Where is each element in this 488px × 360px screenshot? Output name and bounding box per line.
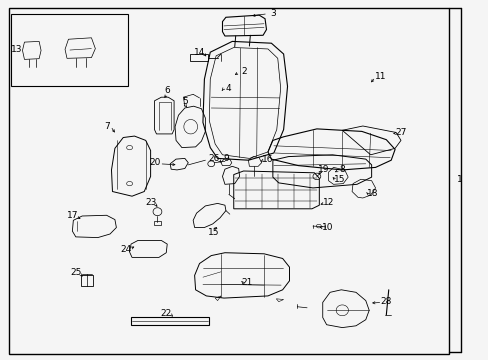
Text: 12: 12 <box>322 198 334 207</box>
Text: 11: 11 <box>374 72 386 81</box>
Bar <box>189 54 208 61</box>
Text: 23: 23 <box>144 198 156 207</box>
Text: 5: 5 <box>182 97 187 106</box>
Bar <box>11 14 128 86</box>
Bar <box>131 317 209 325</box>
Text: 4: 4 <box>225 84 231 93</box>
Text: 10: 10 <box>321 223 333 232</box>
Text: 19: 19 <box>317 165 329 174</box>
Text: 28: 28 <box>380 297 391 306</box>
Text: 21: 21 <box>241 278 252 287</box>
Text: 3: 3 <box>269 9 275 18</box>
Text: 9: 9 <box>223 154 228 163</box>
Text: 26: 26 <box>208 154 220 163</box>
Text: 6: 6 <box>164 86 170 95</box>
Text: 20: 20 <box>149 158 161 167</box>
Bar <box>81 275 93 286</box>
Text: 22: 22 <box>160 309 172 318</box>
Text: 24: 24 <box>120 245 132 253</box>
Text: 8: 8 <box>339 165 345 174</box>
Text: 1: 1 <box>456 175 462 184</box>
Text: 14: 14 <box>193 48 205 57</box>
Text: 13: 13 <box>10 45 22 54</box>
Text: 27: 27 <box>394 128 406 137</box>
Bar <box>153 221 161 225</box>
Text: 15: 15 <box>208 228 220 237</box>
Text: 15: 15 <box>333 175 345 184</box>
Text: 17: 17 <box>66 211 78 220</box>
Text: 25: 25 <box>70 269 81 277</box>
Text: 18: 18 <box>366 189 378 198</box>
Text: 2: 2 <box>241 68 247 77</box>
Text: 16: 16 <box>262 154 273 163</box>
Text: 7: 7 <box>103 122 109 131</box>
